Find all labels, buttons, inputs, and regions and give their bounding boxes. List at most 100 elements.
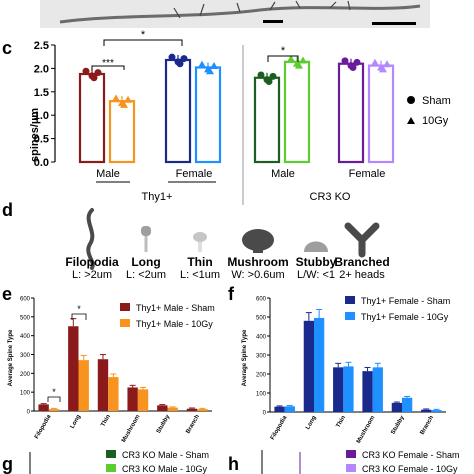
panel-letter-h: h bbox=[228, 454, 239, 474]
panel-c-point bbox=[82, 67, 90, 75]
sig-male-vs-female: * bbox=[141, 29, 146, 41]
sig-cr3-male: * bbox=[281, 45, 286, 57]
panel-letter-d: d bbox=[2, 200, 13, 220]
panel-c-bars: Male Female Male Female bbox=[78, 53, 395, 180]
legend-h-sham-label: CR3 KO Female - Sham bbox=[362, 450, 460, 460]
panel-f-bar bbox=[274, 406, 285, 412]
legend-g-10gy-swatch bbox=[106, 464, 116, 472]
panel-f-ytick-label: 400 bbox=[256, 335, 267, 341]
panel-e-bar bbox=[78, 360, 89, 411]
micrograph-background bbox=[40, 0, 430, 28]
legend-g-sham-label: CR3 KO Male - Sham bbox=[122, 450, 209, 460]
legend-f-sham-swatch bbox=[345, 296, 355, 304]
panel-c-ytick-label: 1.0 bbox=[34, 110, 49, 122]
legend-f-10gy-label: Thy1+ Female - 10Gy bbox=[361, 312, 449, 322]
panel-c-point bbox=[198, 60, 206, 68]
legend-h-sham-swatch bbox=[346, 450, 356, 458]
panel-f-bar bbox=[362, 371, 373, 412]
panel-c-bar bbox=[108, 100, 136, 164]
sig-thy1-male: *** bbox=[102, 58, 114, 69]
panel-c-point bbox=[371, 58, 379, 66]
panel-e-ytick-label: 400 bbox=[20, 334, 31, 340]
panel-c-point bbox=[265, 78, 273, 86]
legend-e-sham-label: Thy1+ Male - Sham bbox=[136, 303, 215, 313]
panel-f-bar bbox=[284, 406, 295, 412]
panel-e-ylabel: Average Spine Type bbox=[8, 329, 14, 386]
panel-h-chart: CR3 KO Female - Sham CR3 KO Female - 10G… bbox=[261, 450, 460, 474]
panel-e-ytick-label: 600 bbox=[20, 297, 31, 303]
panel-f-yticks: 0 100 200 300 400 500 600 bbox=[256, 297, 446, 417]
panel-e-ytick-label: 200 bbox=[20, 372, 31, 378]
panel-e-ytick-label: 500 bbox=[20, 315, 31, 321]
panel-f-ytick-label: 200 bbox=[256, 373, 267, 379]
panel-f-xlabel: Long bbox=[305, 415, 318, 431]
panel-e-bar bbox=[38, 404, 49, 411]
panel-c-yticks: 0.0 0.5 1.0 1.5 2.0 2.5 bbox=[34, 40, 56, 169]
panel-f-bar bbox=[343, 366, 354, 412]
panel-c-point bbox=[287, 55, 295, 63]
spine-type-criterion: L/W: <1 bbox=[297, 269, 335, 281]
panel-c-point bbox=[210, 62, 218, 70]
panel-e-bar bbox=[108, 377, 119, 411]
panel-f-xlabel: Mushroom bbox=[356, 415, 377, 445]
panel-c-bar bbox=[283, 60, 311, 164]
panel-letter-g: g bbox=[2, 454, 13, 474]
panel-c-group-thy1: Thy1+ bbox=[142, 191, 173, 203]
panel-f-ytick-label: 100 bbox=[256, 392, 267, 398]
panel-c-ytick-label: 1.5 bbox=[34, 87, 49, 99]
panel-f-bar bbox=[372, 367, 383, 412]
long-spine-icon bbox=[141, 226, 151, 236]
panel-e-chart: Average Spine Type 0 100 200 300 400 500 600 F… bbox=[8, 297, 215, 444]
panel-f-ytick-label: 500 bbox=[256, 316, 267, 322]
panel-c-ytick-label: 2.5 bbox=[34, 40, 49, 52]
panel-c-significance: * *** * bbox=[91, 29, 299, 70]
panel-letter-e: e bbox=[2, 284, 12, 304]
panel-e-xlabel: Mushroom bbox=[121, 414, 142, 444]
spine-type-criterion: L: <1um bbox=[180, 269, 220, 281]
panel-f-bar bbox=[431, 410, 442, 412]
legend-e-10gy-label: Thy1+ Male - 10Gy bbox=[136, 319, 213, 329]
panel-c-bar bbox=[164, 58, 192, 164]
panel-f-xlabel: Filopodia bbox=[270, 414, 289, 441]
panel-c-point bbox=[341, 57, 349, 65]
panel-c-xlabel: Female bbox=[349, 168, 386, 180]
panel-f-xlabel: Thin bbox=[336, 415, 348, 429]
legend-g-sham-swatch bbox=[106, 450, 116, 458]
panel-f-bar bbox=[421, 409, 432, 412]
panel-c-point bbox=[295, 61, 303, 69]
panel-c-ytick-label: 0.0 bbox=[34, 157, 49, 169]
panel-e-bar bbox=[186, 408, 198, 411]
legend-e-sham-swatch bbox=[120, 303, 130, 311]
panel-e-xlabel: Thin bbox=[100, 414, 112, 428]
panel-c-point bbox=[124, 95, 132, 103]
panel-f-xlabel: Stubby bbox=[390, 414, 406, 435]
thin-spine-icon bbox=[193, 232, 207, 242]
panel-f-xlabels: Filopodia Long Thin Mushroom Stubby Branch bbox=[270, 414, 435, 444]
spine-type-criterion: L: <2um bbox=[126, 269, 166, 281]
panel-letter-f: f bbox=[228, 284, 235, 304]
legend-f-sham-label: Thy1+ Female - Sham bbox=[361, 296, 450, 306]
spine-type-name: Stubby bbox=[296, 255, 337, 269]
panel-c-group-cr3ko: CR3 KO bbox=[310, 191, 351, 203]
panel-c-point bbox=[299, 56, 307, 64]
legend-h-10gy-label: CR3 KO Female - 10Gy bbox=[362, 464, 458, 474]
legend-10gy-label: 10Gy bbox=[422, 115, 449, 127]
scale-bar bbox=[372, 22, 416, 25]
legend-10gy-marker bbox=[407, 117, 415, 124]
spine-type-name: Mushroom bbox=[227, 255, 288, 269]
spine-type-criterion: 2+ heads bbox=[339, 269, 385, 281]
panel-e-bar bbox=[167, 407, 178, 411]
panel-c-point bbox=[349, 63, 357, 71]
legend-sham-label: Sham bbox=[422, 95, 451, 107]
panel-c-ytick-label: 2.0 bbox=[34, 63, 49, 75]
panel-c-point bbox=[90, 74, 98, 82]
spines-image bbox=[173, 0, 351, 19]
legend-e-10gy-swatch bbox=[120, 319, 130, 327]
panel-e-bar bbox=[97, 359, 109, 411]
panel-c-point bbox=[94, 69, 102, 77]
legend-f-10gy-swatch bbox=[345, 312, 355, 320]
legend-g-10gy-label: CR3 KO Male - 10Gy bbox=[122, 464, 208, 474]
panel-f-bar bbox=[314, 317, 325, 412]
